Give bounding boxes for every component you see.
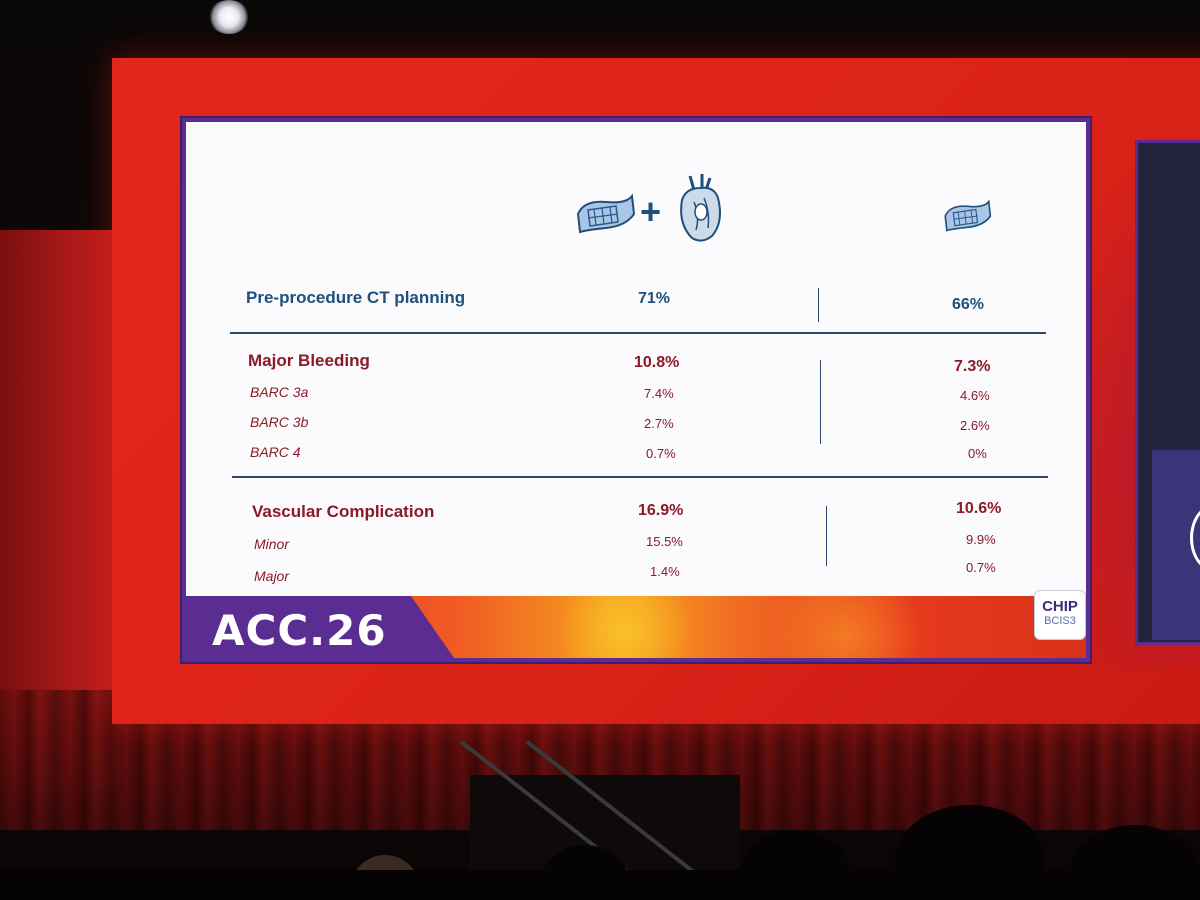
presentation-slide: + Pre-procedure CT planning 71% 66% Majo… xyxy=(180,116,1092,664)
barc-3b-right-value: 2.6% xyxy=(960,418,990,433)
heart-valve-icon xyxy=(680,174,721,242)
audience-silhouettes xyxy=(0,800,1200,900)
barc-3a-left-value: 7.4% xyxy=(644,386,674,401)
row-label-barc-3b: BARC 3b xyxy=(250,414,309,430)
stent-icon xyxy=(576,193,636,234)
barc-3a-right-value: 4.6% xyxy=(960,388,990,403)
stage-light xyxy=(208,0,250,34)
logo-line-1: CHIP xyxy=(1042,598,1078,615)
footer-blob xyxy=(546,596,706,658)
column-divider xyxy=(820,360,821,444)
barc-3b-left-value: 2.7% xyxy=(644,416,674,431)
chip-bcis3-logo: CHIP BCIS3 xyxy=(1034,590,1086,640)
row-label-major-bleeding: Major Bleeding xyxy=(248,351,370,370)
major-bleeding-right-value: 7.3% xyxy=(954,358,991,375)
major-right-value: 0.7% xyxy=(966,560,996,575)
footer-blob xyxy=(746,596,946,658)
row-label-ct-planning: Pre-procedure CT planning xyxy=(246,288,466,307)
ct-planning-right-value: 66% xyxy=(952,296,985,313)
column-divider xyxy=(818,288,819,322)
plus-icon: + xyxy=(640,191,662,232)
logo-line-2: BCIS3 xyxy=(1044,615,1076,627)
row-label-barc-4: BARC 4 xyxy=(250,444,301,460)
ct-planning-left-value: 71% xyxy=(638,290,671,307)
vascular-complication-left-value: 16.9% xyxy=(638,502,684,519)
barc-4-left-value: 0.7% xyxy=(646,446,676,461)
major-left-value: 1.4% xyxy=(650,564,680,579)
section-divider xyxy=(230,332,1046,334)
row-label-minor: Minor xyxy=(254,536,290,552)
event-band xyxy=(186,596,454,658)
minor-right-value: 9.9% xyxy=(966,532,996,547)
row-label-vascular-complication: Vascular Complication xyxy=(252,502,435,521)
audience-head xyxy=(0,870,1200,900)
stent-icon xyxy=(944,199,992,232)
vascular-complication-right-value: 10.6% xyxy=(956,500,1002,517)
section-divider xyxy=(232,476,1048,478)
barc-4-right-value: 0% xyxy=(968,446,987,461)
row-label-major: Major xyxy=(254,568,290,584)
row-label-barc-3a: BARC 3a xyxy=(250,384,309,400)
minor-left-value: 15.5% xyxy=(646,534,683,549)
slide-body: + Pre-procedure CT planning 71% 66% Majo… xyxy=(186,122,1086,598)
major-bleeding-left-value: 10.8% xyxy=(634,354,680,371)
event-label: ACC.26 xyxy=(212,606,387,655)
column-divider xyxy=(826,506,827,566)
